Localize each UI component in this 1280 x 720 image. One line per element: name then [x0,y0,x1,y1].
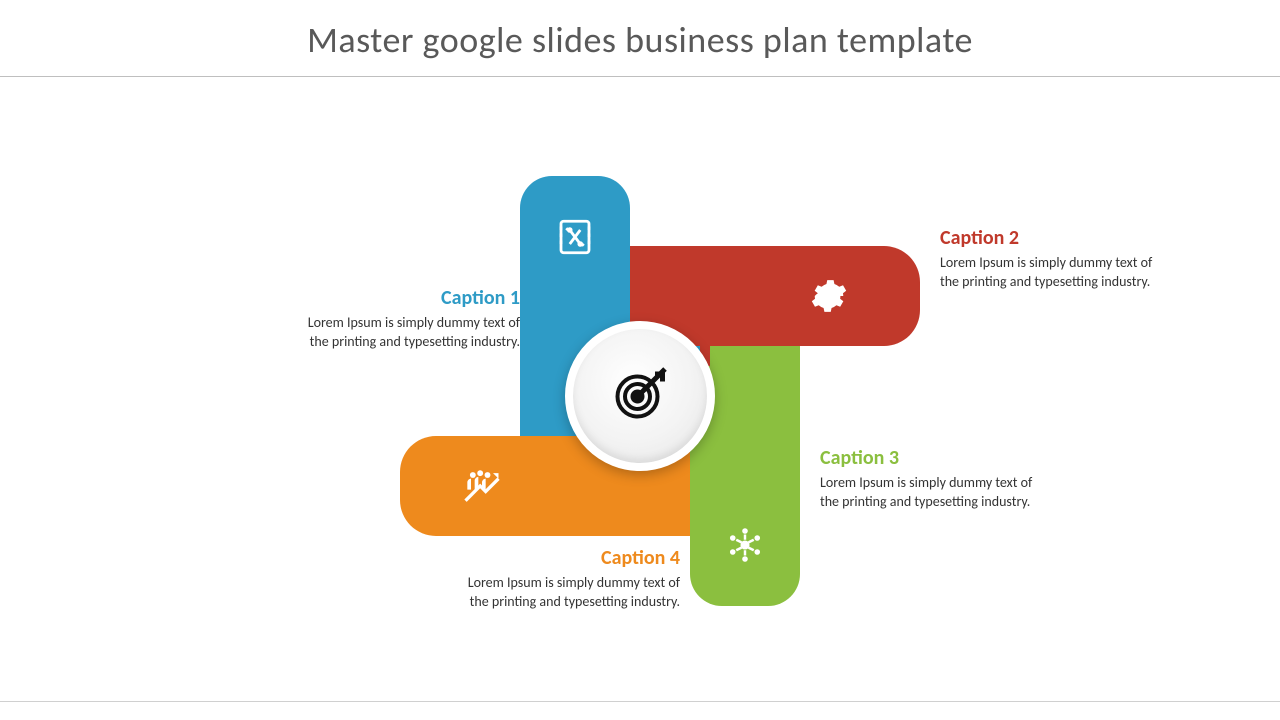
caption-4-title: Caption 4 [460,546,680,570]
caption-3-body: Lorem Ipsum is simply dummy text of the … [820,474,1040,512]
target-icon [610,364,670,429]
center-circle [565,321,715,471]
blade-red [640,246,920,346]
caption-1-body: Lorem Ipsum is simply dummy text of the … [300,314,520,352]
caption-1-title: Caption 1 [300,286,520,310]
strategy-icon [554,216,596,258]
caption-2: Caption 2 Lorem Ipsum is simply dummy te… [940,226,1160,292]
slide-title: Master google slides business plan templ… [0,0,1280,77]
caption-2-body: Lorem Ipsum is simply dummy text of the … [940,254,1160,292]
footer-divider [0,701,1280,702]
caption-2-title: Caption 2 [940,226,1160,250]
network-icon [724,524,766,566]
pinwheel-diagram: Caption 1 Lorem Ipsum is simply dummy te… [260,146,1020,646]
caption-4-body: Lorem Ipsum is simply dummy text of the … [460,574,680,612]
gear-icon [810,277,848,315]
caption-3-title: Caption 3 [820,446,1040,470]
caption-3: Caption 3 Lorem Ipsum is simply dummy te… [820,446,1040,512]
growth-icon [460,464,504,508]
caption-1: Caption 1 Lorem Ipsum is simply dummy te… [300,286,520,352]
caption-4: Caption 4 Lorem Ipsum is simply dummy te… [460,546,680,612]
